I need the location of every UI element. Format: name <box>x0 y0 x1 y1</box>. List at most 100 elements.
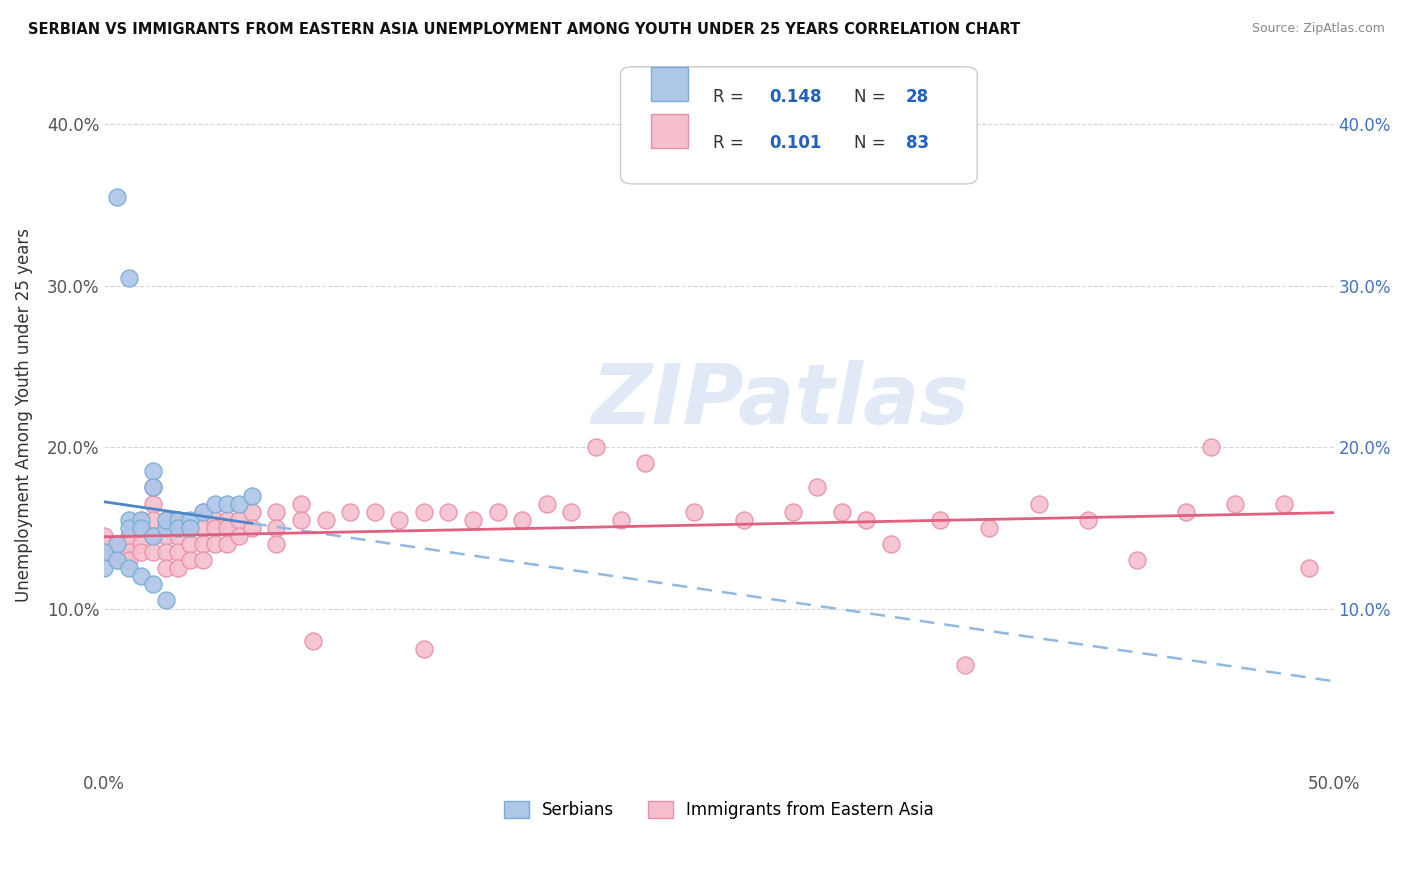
Point <box>155 593 177 607</box>
Point <box>142 497 165 511</box>
Point <box>179 553 201 567</box>
Point <box>339 505 361 519</box>
Point <box>155 521 177 535</box>
Text: 28: 28 <box>905 87 929 105</box>
Point <box>290 513 312 527</box>
Point <box>364 505 387 519</box>
Point <box>105 553 128 567</box>
Point <box>461 513 484 527</box>
Point <box>412 641 434 656</box>
Point <box>831 505 853 519</box>
Point <box>142 545 165 559</box>
Point <box>266 537 288 551</box>
Point <box>155 513 177 527</box>
Point <box>855 513 877 527</box>
Point <box>388 513 411 527</box>
Point <box>155 545 177 559</box>
Point <box>191 537 214 551</box>
Point <box>486 505 509 519</box>
Text: Source: ZipAtlas.com: Source: ZipAtlas.com <box>1251 22 1385 36</box>
Point <box>142 480 165 494</box>
Point <box>129 513 152 527</box>
Legend: Serbians, Immigrants from Eastern Asia: Serbians, Immigrants from Eastern Asia <box>498 794 941 826</box>
Text: 0.101: 0.101 <box>769 134 821 152</box>
Point <box>266 521 288 535</box>
Point <box>167 529 190 543</box>
Point <box>118 529 141 543</box>
Point <box>217 497 239 511</box>
Point <box>1077 513 1099 527</box>
Point <box>191 521 214 535</box>
Point <box>806 480 828 494</box>
Point <box>240 505 263 519</box>
Text: SERBIAN VS IMMIGRANTS FROM EASTERN ASIA UNEMPLOYMENT AMONG YOUTH UNDER 25 YEARS : SERBIAN VS IMMIGRANTS FROM EASTERN ASIA … <box>28 22 1021 37</box>
Point <box>1199 440 1222 454</box>
Point <box>118 537 141 551</box>
Point <box>585 440 607 454</box>
Point <box>142 480 165 494</box>
FancyBboxPatch shape <box>651 114 688 148</box>
Point <box>510 513 533 527</box>
Text: 83: 83 <box>905 134 929 152</box>
Point <box>191 505 214 519</box>
Point <box>1298 561 1320 575</box>
Point <box>129 513 152 527</box>
Text: ZIPatlas: ZIPatlas <box>592 360 969 441</box>
Point <box>179 513 201 527</box>
Point <box>142 513 165 527</box>
Point <box>217 521 239 535</box>
Point <box>179 537 201 551</box>
Point <box>880 537 903 551</box>
Point <box>1225 497 1247 511</box>
Point <box>1126 553 1149 567</box>
Point <box>204 497 226 511</box>
Point <box>782 505 804 519</box>
Point <box>155 561 177 575</box>
Point <box>129 521 152 535</box>
Point <box>560 505 582 519</box>
Point <box>167 545 190 559</box>
Point <box>228 529 250 543</box>
Point <box>1274 497 1296 511</box>
Text: R =: R = <box>713 134 749 152</box>
Point <box>437 505 460 519</box>
Point <box>228 513 250 527</box>
Point <box>240 521 263 535</box>
Point <box>412 505 434 519</box>
Point <box>105 537 128 551</box>
Point <box>1175 505 1198 519</box>
Point <box>733 513 755 527</box>
Point <box>93 537 115 551</box>
Point <box>167 561 190 575</box>
Point <box>290 497 312 511</box>
Point <box>93 561 115 575</box>
Point <box>1028 497 1050 511</box>
Point <box>118 545 141 559</box>
Point <box>155 529 177 543</box>
Point <box>118 513 141 527</box>
FancyBboxPatch shape <box>651 67 688 101</box>
Point <box>217 537 239 551</box>
Point <box>609 513 631 527</box>
Point <box>129 521 152 535</box>
Point <box>266 505 288 519</box>
Point <box>118 561 141 575</box>
Point <box>129 545 152 559</box>
Point <box>93 545 115 559</box>
Point <box>118 270 141 285</box>
Y-axis label: Unemployment Among Youth under 25 years: Unemployment Among Youth under 25 years <box>15 227 32 602</box>
Point <box>167 521 190 535</box>
Point <box>93 529 115 543</box>
Point <box>204 513 226 527</box>
Text: R =: R = <box>713 87 749 105</box>
Point <box>979 521 1001 535</box>
Point <box>105 537 128 551</box>
Point <box>634 456 657 470</box>
Point <box>118 553 141 567</box>
Point <box>217 513 239 527</box>
Point <box>191 505 214 519</box>
Text: 0.148: 0.148 <box>769 87 823 105</box>
Point <box>155 513 177 527</box>
Point <box>240 489 263 503</box>
Point <box>105 545 128 559</box>
